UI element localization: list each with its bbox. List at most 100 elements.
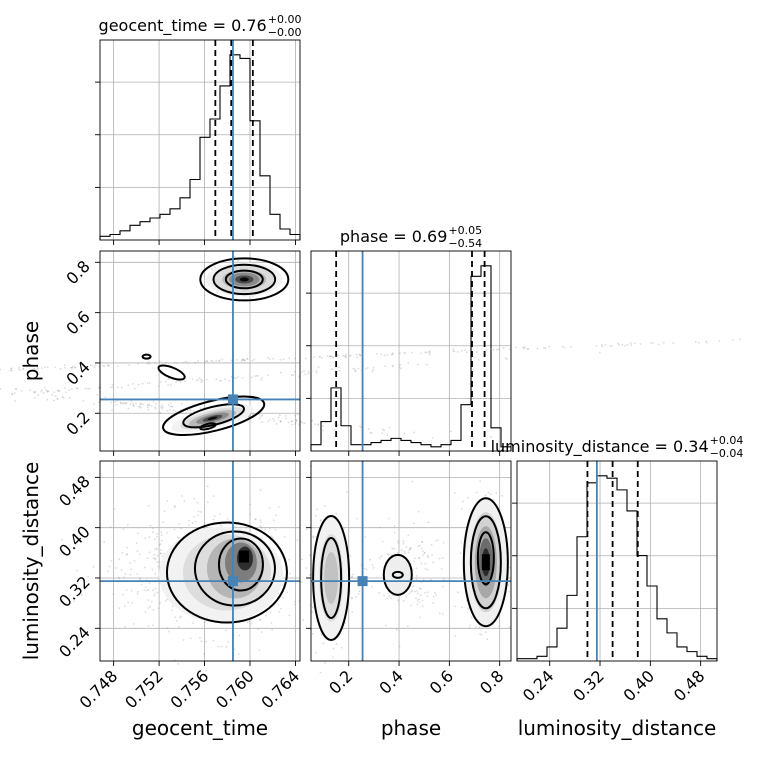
sample-point	[442, 541, 445, 544]
sample-point	[526, 348, 529, 350]
sample-point	[400, 367, 402, 370]
sample-point	[160, 406, 163, 408]
sample-point	[175, 381, 177, 384]
sample-point	[126, 523, 129, 526]
sample-point	[732, 339, 734, 341]
sample-point	[170, 405, 173, 408]
sample-point	[305, 567, 308, 569]
sample-point	[148, 404, 151, 407]
sample-point	[178, 523, 181, 525]
sample-point	[139, 577, 142, 579]
sample-point	[40, 390, 43, 393]
2d-panel-geocent_time-phase	[0, 250, 741, 456]
sample-point	[359, 354, 362, 357]
tick-label-x: 0.760	[212, 666, 258, 712]
sample-point	[369, 432, 372, 434]
sample-point	[11, 393, 14, 396]
sample-point	[460, 349, 463, 352]
sample-point	[423, 551, 426, 554]
sample-point	[421, 540, 424, 543]
sample-point	[343, 355, 346, 357]
sample-point	[157, 385, 160, 388]
sample-point	[381, 432, 384, 435]
sample-point	[127, 601, 130, 604]
sample-point	[492, 348, 495, 351]
sample-point	[422, 550, 424, 553]
sample-point	[407, 362, 410, 364]
sample-point	[304, 373, 307, 376]
sample-point	[58, 390, 61, 392]
sample-point	[17, 368, 20, 371]
sample-point	[157, 565, 160, 568]
sample-point	[409, 548, 412, 551]
sample-point	[158, 560, 161, 563]
sample-point	[428, 350, 430, 353]
sample-point	[480, 633, 483, 636]
sample-point	[176, 362, 178, 365]
sample-point	[136, 592, 139, 595]
sample-point	[68, 389, 71, 392]
sample-point	[61, 538, 64, 541]
sample-point	[33, 367, 36, 370]
sample-point	[204, 360, 207, 363]
sample-point	[407, 534, 410, 537]
panel-frame	[99, 39, 301, 241]
sample-point	[153, 538, 156, 540]
sample-point	[462, 500, 464, 503]
sample-point	[319, 671, 322, 674]
sample-point	[381, 540, 384, 543]
sample-point	[383, 354, 386, 357]
sample-point	[211, 360, 214, 363]
sample-point	[154, 572, 157, 575]
sample-point	[739, 338, 741, 341]
sample-point	[233, 376, 236, 379]
sample-point	[110, 559, 113, 562]
sample-point	[249, 414, 251, 417]
sample-point	[419, 587, 422, 590]
sample-point	[356, 517, 359, 520]
density-shade	[207, 416, 218, 420]
sample-point	[416, 589, 418, 592]
sample-point	[295, 419, 298, 422]
sample-point	[129, 573, 132, 576]
sample-point	[166, 627, 169, 629]
sample-point	[295, 418, 298, 421]
sample-point	[155, 535, 158, 538]
sample-point	[319, 355, 321, 358]
sample-point	[317, 424, 319, 426]
sample-point	[237, 375, 240, 378]
sample-point	[248, 415, 250, 418]
hist-panel-geocent_time	[95, 39, 301, 245]
sample-point	[215, 378, 218, 381]
sample-point	[184, 380, 186, 383]
sample-point	[118, 577, 121, 580]
sample-point	[173, 505, 176, 508]
sample-point	[136, 573, 139, 575]
sample-point	[149, 524, 152, 527]
sample-point	[200, 378, 202, 381]
sample-point	[13, 392, 16, 394]
sample-point	[403, 432, 406, 435]
sample-point	[301, 558, 304, 561]
sample-point	[152, 400, 155, 403]
sample-point	[484, 444, 487, 447]
sample-point	[423, 551, 426, 554]
contour-line	[165, 521, 288, 624]
sample-point	[28, 389, 31, 392]
sample-point	[56, 398, 59, 401]
sample-point	[192, 410, 195, 412]
sample-point	[40, 367, 43, 369]
sample-point	[172, 409, 175, 412]
sample-point	[395, 628, 398, 631]
sample-point	[199, 407, 202, 410]
sample-point	[148, 362, 151, 365]
sample-point	[355, 596, 358, 599]
title-luminosity_distance: luminosity_distance = 0.34 +0.04−0.04	[491, 434, 744, 460]
contour-line	[199, 422, 217, 431]
sample-point	[441, 557, 444, 560]
sample-point	[413, 560, 416, 563]
sample-point	[440, 567, 443, 570]
sample-point	[328, 355, 331, 358]
sample-point	[246, 358, 249, 361]
sample-point	[130, 400, 133, 403]
